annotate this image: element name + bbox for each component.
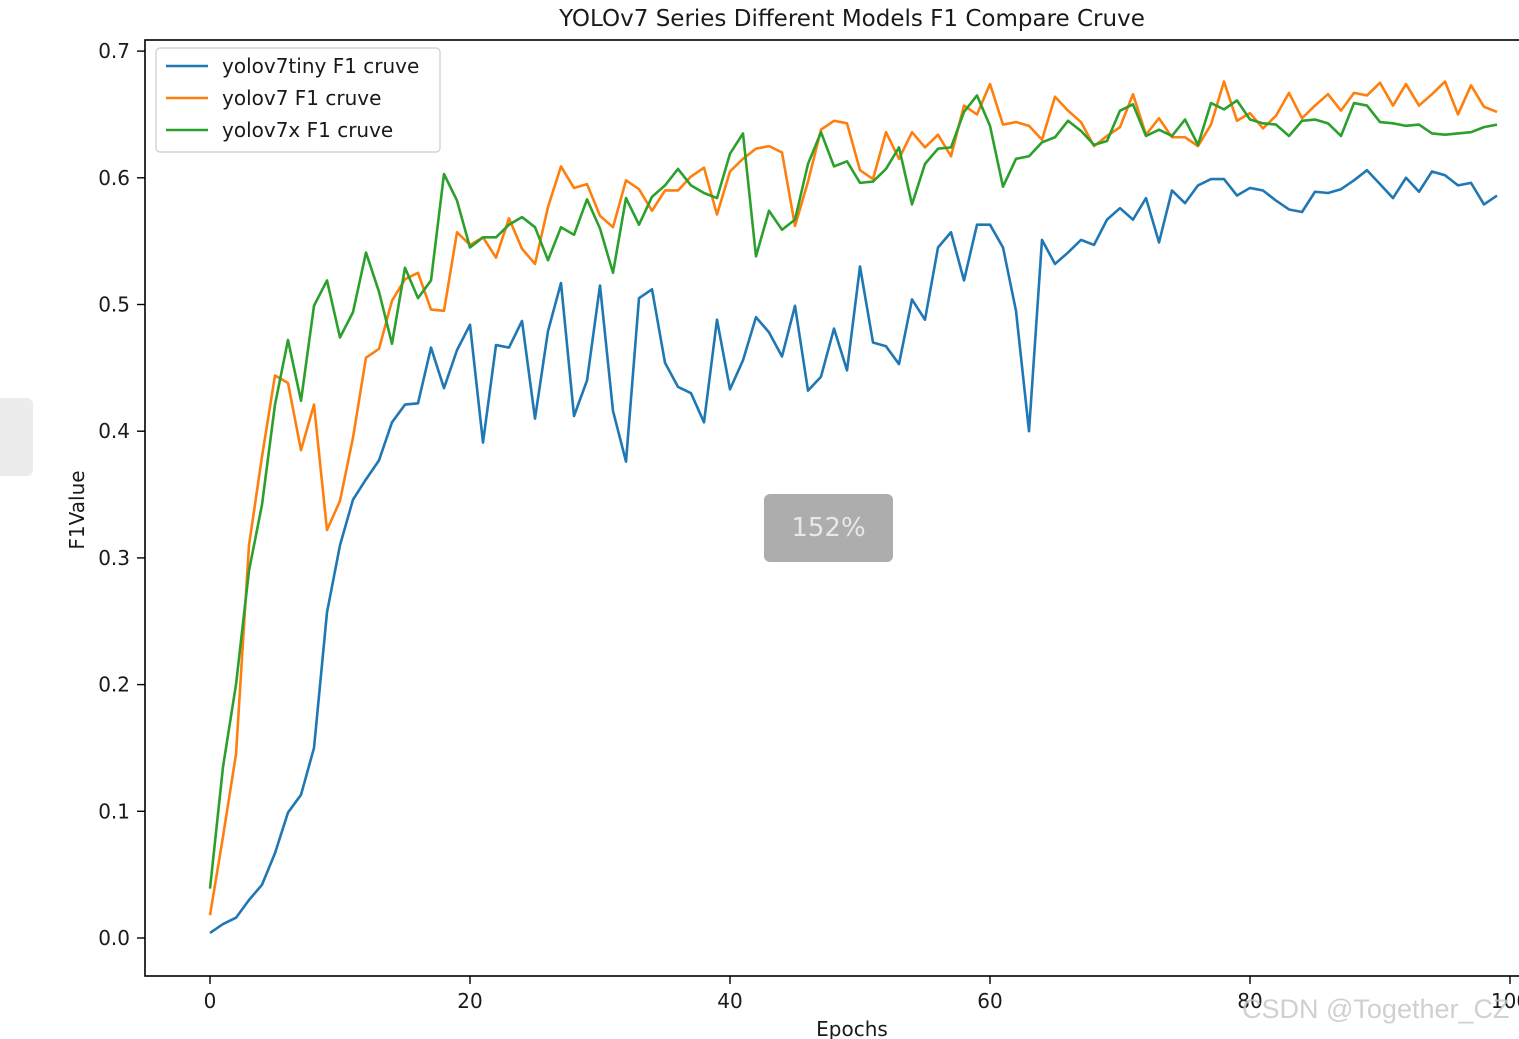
x-tick-label: 0 xyxy=(204,989,217,1013)
side-panel-tab[interactable] xyxy=(0,398,33,476)
x-tick-label: 80 xyxy=(1237,989,1262,1013)
x-axis-label: Epochs xyxy=(816,1017,888,1039)
legend-box xyxy=(155,47,441,153)
zoom-level-indicator: 152% xyxy=(764,494,893,562)
watermark: CSDN @Together_CZ xyxy=(1242,994,1510,1024)
series-line-3 xyxy=(208,94,1498,889)
legend-label: yolov7x F1 cruve xyxy=(222,118,393,142)
legend: yolov7tiny F1 cruve yolov7 F1 cruve yolov7… xyxy=(155,47,441,153)
x-tick-label: 60 xyxy=(977,989,1002,1013)
x-tick-label: 20 xyxy=(457,989,482,1013)
y-tick-label: 0.3 xyxy=(98,546,130,570)
y-tick-label: 0.7 xyxy=(98,39,130,63)
y-tick-label: 0.0 xyxy=(98,926,130,950)
series-layer xyxy=(208,80,1498,935)
x-tick-label: 100 xyxy=(1491,989,1519,1013)
series-line-1 xyxy=(209,168,1498,935)
y-axis: 0.0 0.1 0.2 0.3 0.4 0.5 0.6 0.7 xyxy=(98,39,145,950)
y-tick-label: 0.4 xyxy=(98,419,130,443)
y-tick-label: 0.5 xyxy=(98,293,130,317)
legend-label: yolov7 F1 cruve xyxy=(222,86,381,110)
legend-label: yolov7tiny F1 cruve xyxy=(222,54,419,78)
x-axis: 0 20 40 60 80 100 xyxy=(204,976,1519,1013)
y-tick-label: 0.2 xyxy=(98,673,130,697)
y-tick-label: 0.1 xyxy=(98,799,130,823)
plot-area-frame xyxy=(144,39,1519,977)
x-tick-label: 40 xyxy=(717,989,742,1013)
chart-title: YOLOv7 Series Different Models F1 Compar… xyxy=(558,6,1145,32)
y-tick-label: 0.6 xyxy=(98,166,130,190)
y-axis-label: F1Value xyxy=(65,470,89,549)
